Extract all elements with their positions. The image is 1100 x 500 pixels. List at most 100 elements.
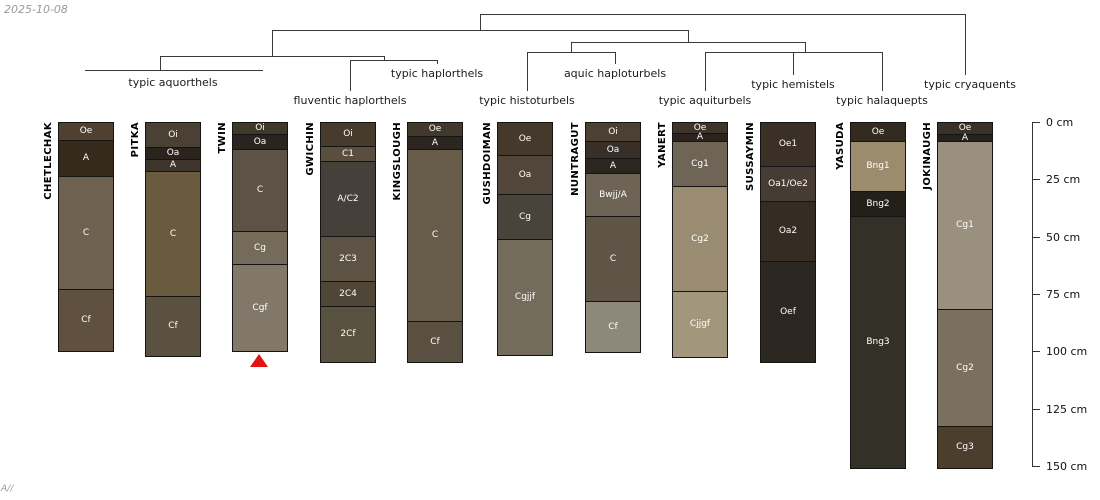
horizon-band: Cgf xyxy=(233,265,287,351)
pedon-column: Oe A Cg1 Cg2 Cjjgf xyxy=(672,122,728,358)
horizon-band: C1 xyxy=(321,147,375,162)
horizon-band: Oi xyxy=(146,123,200,148)
dendrogram-line xyxy=(705,52,706,91)
pedon-name-text: JOKINAUGH xyxy=(922,122,933,190)
taxon-label: typic cryaquents xyxy=(924,78,1016,91)
dendrogram-line xyxy=(882,52,883,91)
horizon-band: Oa1/Oe2 xyxy=(761,167,815,202)
horizon-band: A xyxy=(673,133,727,142)
horizon-band: Oe xyxy=(59,123,113,141)
horizon-band: Bng1 xyxy=(851,142,905,192)
taxon-label: typic halaquepts xyxy=(836,94,928,107)
pedon-column: Oe1 Oa1/Oe2 Oa2 Oef xyxy=(760,122,816,363)
taxon-label: typic histoturbels xyxy=(479,94,575,107)
dendrogram-line xyxy=(384,56,385,61)
horizon-band: C xyxy=(586,217,640,302)
pedon-name-label: KINGSLOUGH xyxy=(392,122,406,222)
dendrogram-line xyxy=(571,42,806,43)
horizon-band: Oef xyxy=(761,262,815,362)
pedon-name-text: CHETLECHAK xyxy=(43,122,54,200)
depth-tick-label: 0 cm xyxy=(1046,116,1074,129)
pedon-name-label: YANERT xyxy=(657,122,671,222)
horizon-band: 2Cf xyxy=(321,307,375,362)
horizon-band: A xyxy=(586,159,640,174)
depth-tick xyxy=(1032,294,1040,295)
pedon-name-text: YASUDA xyxy=(835,122,846,170)
depth-tick-label: 25 cm xyxy=(1046,173,1081,186)
horizon-band: Oe xyxy=(408,123,462,137)
dendrogram-line xyxy=(437,60,438,64)
horizon-band: Oe xyxy=(851,123,905,142)
horizon-band: Cf xyxy=(59,290,113,351)
horizon-band: Oa2 xyxy=(761,202,815,262)
horizon-band: Oi xyxy=(233,123,287,135)
horizon-band: Cg1 xyxy=(673,142,727,187)
figure-footnote: A// xyxy=(1,484,14,494)
dendrogram-line xyxy=(272,30,273,57)
depth-tick xyxy=(1032,351,1040,352)
horizon-band: Cf xyxy=(408,322,462,362)
pedon-name-label: GUSHDOIMAN xyxy=(482,122,496,222)
horizon-band: C xyxy=(59,177,113,290)
figure-date: 2025-10-08 xyxy=(4,3,68,16)
dendrogram-line xyxy=(350,60,438,61)
pedon-column: Oe A C Cf xyxy=(407,122,463,363)
depth-tick xyxy=(1032,122,1040,123)
depth-tick xyxy=(1032,237,1040,238)
horizon-band: 2C4 xyxy=(321,282,375,307)
horizon-band: Cf xyxy=(146,297,200,356)
pedon-column: Oi Oa C Cg Cgf xyxy=(232,122,288,352)
pedon-column: Oi Oa A C Cf xyxy=(145,122,201,357)
horizon-band: A/C2 xyxy=(321,162,375,237)
pedon-name-text: YANERT xyxy=(657,122,668,168)
depth-tick-label: 50 cm xyxy=(1046,231,1081,244)
dendrogram-line xyxy=(688,30,689,43)
depth-tick-label: 125 cm xyxy=(1046,403,1088,416)
pedon-name-label: CHETLECHAK xyxy=(43,122,57,222)
dendrogram-line xyxy=(527,52,528,91)
dendrogram-line xyxy=(350,60,351,91)
dendrogram-line xyxy=(793,52,794,75)
pedon-name-text: NUNTRAGUT xyxy=(570,122,581,196)
depth-tick-label: 75 cm xyxy=(1046,288,1081,301)
horizon-band: C xyxy=(233,150,287,232)
horizon-band: Cg xyxy=(233,232,287,265)
pedon-name-text: PITKA xyxy=(130,122,141,158)
horizon-band: Oa xyxy=(586,142,640,159)
horizon-band: A xyxy=(59,141,113,177)
dendrogram-line xyxy=(571,42,572,53)
pedon-name-label: GWICHIN xyxy=(305,122,319,222)
horizon-band: Oe xyxy=(938,123,992,135)
dendrogram-line xyxy=(272,30,689,31)
pedon-column: Oe A C Cf xyxy=(58,122,114,352)
pedon-column: Oe A Cg1 Cg2 Cg3 xyxy=(937,122,993,469)
horizon-band: Cg xyxy=(498,195,552,240)
horizon-band: Bng2 xyxy=(851,192,905,217)
pedon-column: Oi Oa A Bwjj/A C Cf xyxy=(585,122,641,353)
pedon-name-label: SUSSAYMIN xyxy=(745,122,759,222)
horizon-band: A xyxy=(938,133,992,142)
horizon-band: Cg2 xyxy=(673,187,727,292)
taxon-label: typic aquorthels xyxy=(128,76,218,89)
horizon-band: Oa xyxy=(233,135,287,150)
horizon-band: Oe xyxy=(498,123,552,156)
taxon-label: fluventic haplorthels xyxy=(293,94,407,107)
pedon-name-text: SUSSAYMIN xyxy=(745,122,756,191)
taxon-label: typic haplorthels xyxy=(390,67,484,80)
pedon-name-label: JOKINAUGH xyxy=(922,122,936,222)
horizon-band: Oe1 xyxy=(761,123,815,167)
horizon-band: Cg3 xyxy=(938,427,992,468)
horizon-band: A xyxy=(408,137,462,150)
pedon-column: Oe Bng1 Bng2 Bng3 xyxy=(850,122,906,469)
pedon-name-text: KINGSLOUGH xyxy=(392,122,403,201)
dendrogram-line xyxy=(527,52,616,53)
dendrogram-line xyxy=(480,14,481,31)
depth-tick-label: 150 cm xyxy=(1046,460,1088,473)
pedon-column: Oe Oa Cg Cgjjf xyxy=(497,122,553,356)
horizon-band: Oi xyxy=(321,123,375,147)
horizon-band: Oi xyxy=(586,123,640,142)
horizon-band: Cf xyxy=(586,302,640,352)
depth-tick xyxy=(1032,466,1040,467)
pedon-name-label: NUNTRAGUT xyxy=(570,122,584,222)
